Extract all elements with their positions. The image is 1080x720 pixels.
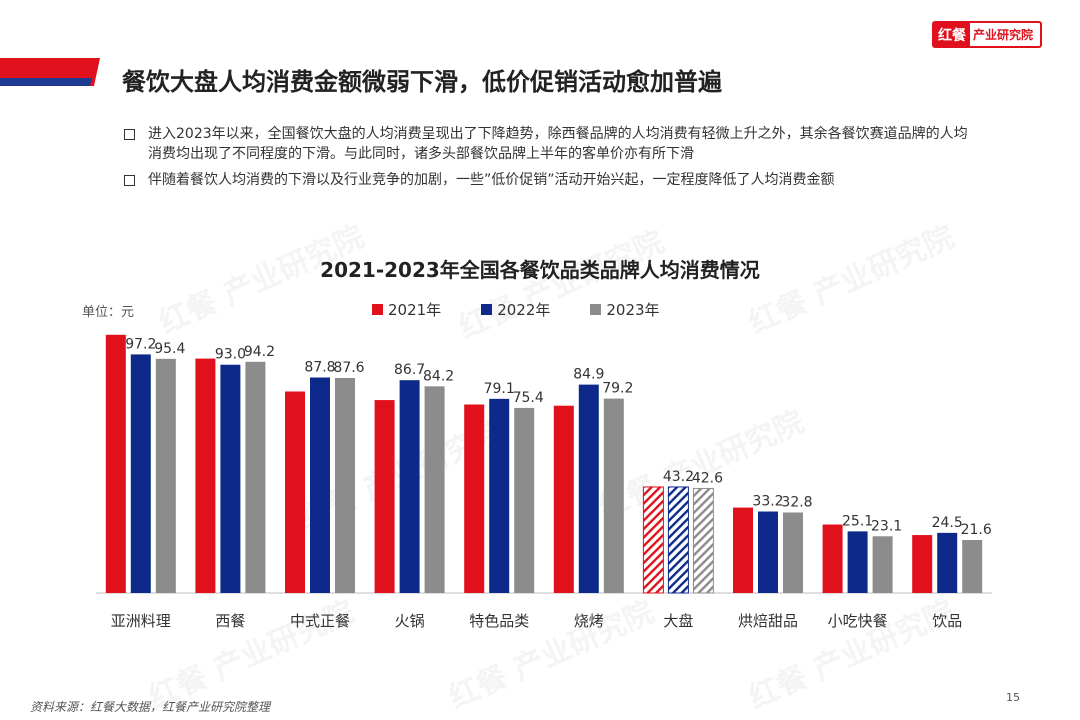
bar-亚洲料理-2022年 <box>130 354 151 593</box>
bar-亚洲料理-2023年 <box>155 358 176 593</box>
header-decoration-bar <box>0 58 100 86</box>
page-number: 15 <box>1006 691 1020 704</box>
logo-brand-text: 红餐 <box>934 23 970 46</box>
bar-大盘-2023年 <box>692 487 714 594</box>
chart-legend: 2021年 2022年 2023年 <box>372 299 660 320</box>
bar-火锅-2021年 <box>374 400 395 593</box>
x-tick-label: 饮品 <box>932 612 962 630</box>
bar-亚洲料理-2021年 <box>105 334 126 593</box>
data-label: 24.5 <box>932 515 963 531</box>
data-label: 43.2 <box>663 469 694 485</box>
bar-特色品类-2023年 <box>514 407 535 593</box>
bar-饮品-2022年 <box>937 532 958 593</box>
data-label: 87.6 <box>333 360 364 376</box>
bullet-text: 伴随着餐饮人均消费的下滑以及行业竞争的加剧，一些”低价促销”活动开始兴起，一定程… <box>148 172 835 188</box>
x-tick-label: 大盘 <box>663 612 693 630</box>
legend-label: 2021年 <box>388 301 442 319</box>
data-label: 97.2 <box>125 336 156 352</box>
data-label: 32.8 <box>781 494 812 510</box>
x-tick-label: 西餐 <box>215 612 245 630</box>
logo-institute-text: 产业研究院 <box>973 28 1034 42</box>
data-label: 21.6 <box>961 522 992 538</box>
x-tick-label: 烧烤 <box>574 612 604 630</box>
x-tick-label: 小吃快餐 <box>828 612 888 630</box>
bar-烧烤-2022年 <box>578 384 599 593</box>
legend-item-2021: 2021年 <box>372 299 441 320</box>
bar-西餐-2022年 <box>220 364 241 593</box>
x-tick-label: 火锅 <box>395 612 425 630</box>
x-tick-label: 烘焙甜品 <box>738 612 798 630</box>
legend-item-2022: 2022年 <box>481 299 550 320</box>
bar-小吃快餐-2023年 <box>872 536 893 593</box>
legend-swatch <box>590 304 602 315</box>
data-label: 79.2 <box>602 381 633 397</box>
data-source-note: 资料来源：红餐大数据，红餐产业研究院整理 <box>30 700 271 714</box>
data-label: 86.7 <box>394 362 425 378</box>
page-title: 餐饮大盘人均消费金额微弱下滑，低价促销活动愈加普遍 <box>122 68 722 96</box>
data-label: 79.1 <box>484 381 515 397</box>
bar-烘焙甜品-2022年 <box>758 511 778 593</box>
square-bullet-icon <box>124 129 135 140</box>
square-bullet-icon <box>124 175 135 186</box>
bar-烧烤-2023年 <box>603 398 624 593</box>
bar-大盘-2021年 <box>642 486 664 594</box>
chart-title: 2021-2023年全国各餐饮品类品牌人均消费情况 <box>320 258 760 282</box>
bar-西餐-2023年 <box>245 361 266 593</box>
x-tick-label: 特色品类 <box>469 612 529 630</box>
data-label: 95.4 <box>154 341 185 357</box>
data-label: 93.0 <box>215 347 246 363</box>
legend-label: 2022年 <box>497 301 551 319</box>
bar-火锅-2022年 <box>399 380 420 593</box>
legend-label: 2023年 <box>606 301 660 319</box>
bar-火锅-2023年 <box>424 386 445 593</box>
bar-中式正餐-2021年 <box>285 391 305 593</box>
bar-烘焙甜品-2023年 <box>783 512 803 593</box>
x-tick-label: 中式正餐 <box>290 612 350 630</box>
legend-swatch <box>481 304 493 315</box>
bar-大盘-2022年 <box>667 486 689 594</box>
bar-小吃快餐-2022年 <box>847 531 868 593</box>
bar-小吃快餐-2021年 <box>822 524 843 593</box>
bullet-item: 伴随着餐饮人均消费的下滑以及行业竞争的加剧，一些”低价促销”活动开始兴起，一定程… <box>122 170 972 190</box>
data-label: 87.8 <box>304 359 335 375</box>
bar-烧烤-2021年 <box>553 405 574 593</box>
bullet-list: 进入2023年以来，全国餐饮大盘的人均消费呈现出了下降趋势，除西餐品牌的人均消费… <box>122 124 972 196</box>
x-tick-label: 亚洲料理 <box>111 612 171 630</box>
data-label: 84.2 <box>423 368 454 384</box>
data-label: 25.1 <box>842 513 873 529</box>
bar-烘焙甜品-2021年 <box>733 507 753 593</box>
data-label: 94.2 <box>244 344 275 360</box>
legend-item-2023: 2023年 <box>590 299 660 320</box>
bullet-item: 进入2023年以来，全国餐饮大盘的人均消费呈现出了下降趋势，除西餐品牌的人均消费… <box>122 124 972 164</box>
data-label: 33.2 <box>752 494 783 510</box>
unit-label: 单位：元 <box>82 305 135 320</box>
bar-饮品-2021年 <box>912 535 933 593</box>
bullet-text: 进入2023年以来，全国餐饮大盘的人均消费呈现出了下降趋势，除西餐品牌的人均消费… <box>148 126 968 162</box>
data-label: 42.6 <box>692 470 723 486</box>
data-label: 84.9 <box>573 367 604 383</box>
bar-饮品-2023年 <box>962 539 983 593</box>
bar-中式正餐-2023年 <box>335 377 355 593</box>
bar-西餐-2021年 <box>195 358 216 593</box>
data-label: 75.4 <box>513 390 544 406</box>
brand-logo: 红餐 产业研究院 <box>932 21 1042 48</box>
bar-特色品类-2022年 <box>489 398 510 593</box>
legend-swatch <box>372 304 383 315</box>
bar-中式正餐-2022年 <box>310 377 330 593</box>
data-label: 23.1 <box>871 518 902 534</box>
bar-特色品类-2021年 <box>464 404 485 593</box>
